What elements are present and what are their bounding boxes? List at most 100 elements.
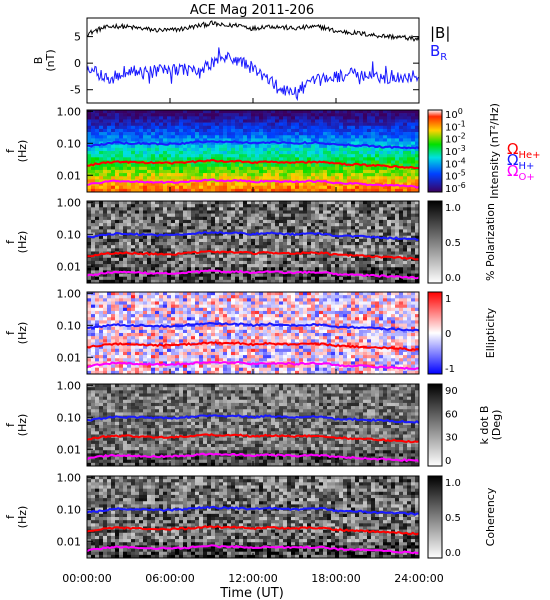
heatmap-cell (383, 276, 388, 281)
heatmap-cell (247, 128, 252, 133)
heatmap-cell (139, 229, 144, 233)
heatmap-cell (323, 147, 328, 152)
heatmap-cell (311, 273, 316, 277)
heatmap-cell (123, 144, 128, 149)
heatmap-cell (115, 326, 120, 331)
heatmap-cell (291, 185, 296, 190)
heatmap-cell (351, 279, 356, 284)
heatmap-cell (287, 128, 292, 133)
heatmap-cell (339, 235, 344, 240)
heatmap-cell (155, 301, 160, 305)
heatmap-cell (99, 342, 104, 346)
heatmap-cell (111, 204, 116, 208)
y-tick-label: 0 (74, 57, 81, 70)
heatmap-cell (231, 260, 236, 265)
heatmap-cell (231, 257, 236, 262)
heatmap-cell (151, 279, 156, 284)
heatmap-cell (335, 264, 340, 268)
heatmap-cell (347, 270, 352, 274)
heatmap-cell (319, 169, 324, 174)
heatmap-cell (87, 229, 92, 233)
heatmap-cell (183, 219, 188, 224)
heatmap-cell (115, 264, 120, 268)
heatmap-cell (95, 326, 100, 331)
heatmap-cell (143, 298, 148, 302)
heatmap-cell (107, 339, 112, 343)
heatmap-cell (99, 110, 104, 114)
heatmap-cell (155, 320, 160, 324)
heatmap-cell (395, 157, 400, 161)
heatmap-cell (187, 125, 192, 130)
heatmap-cell (179, 254, 184, 259)
heatmap-cell (367, 251, 372, 255)
heatmap-cell (143, 317, 148, 321)
heatmap-cell (267, 213, 272, 218)
heatmap-cell (119, 113, 124, 117)
heatmap-cell (403, 267, 408, 271)
heatmap-cell (311, 235, 316, 240)
heatmap-cell (123, 257, 128, 262)
heatmap-cell (383, 160, 388, 164)
heatmap-cell (235, 204, 240, 208)
heatmap-cell (215, 235, 220, 240)
heatmap-cell (399, 279, 404, 284)
heatmap-cell (411, 110, 416, 114)
heatmap-cell (331, 138, 336, 142)
heatmap-cell (107, 242, 112, 246)
heatmap-cell (251, 119, 256, 123)
heatmap-cell (251, 173, 256, 177)
heatmap-cell (415, 154, 420, 158)
heatmap-cell (175, 267, 180, 271)
heatmap-cell (183, 185, 188, 190)
heatmap-cell (175, 116, 180, 120)
heatmap-cell (87, 276, 92, 281)
heatmap-cell (175, 336, 180, 340)
heatmap-cell (107, 151, 112, 155)
heatmap-cell (399, 144, 404, 149)
heatmap-cell (159, 210, 164, 214)
heatmap-cell (159, 201, 164, 205)
heatmap-cell (175, 248, 180, 252)
heatmap-cell (379, 257, 384, 262)
heatmap-cell (227, 201, 232, 205)
heatmap-cell (271, 110, 276, 114)
heatmap-cell (167, 323, 172, 327)
heatmap-cell (187, 226, 192, 230)
heatmap-cell (159, 248, 164, 252)
heatmap-cell (251, 260, 256, 265)
heatmap-cell (403, 185, 408, 190)
series-line-b-total (86, 20, 420, 42)
heatmap-cell (411, 254, 416, 259)
heatmap-cell (339, 176, 344, 180)
heatmap-cell (167, 128, 172, 133)
heatmap-cell (271, 276, 276, 281)
heatmap-cell (95, 166, 100, 171)
heatmap-cell (183, 125, 188, 130)
heatmap-cell (143, 276, 148, 281)
heatmap-cell (283, 122, 288, 127)
heatmap-cell (351, 173, 356, 177)
heatmap-cell (287, 182, 292, 186)
heatmap-cell (399, 229, 404, 233)
heatmap-cell (311, 110, 316, 114)
heatmap-cell (211, 213, 216, 218)
heatmap-cell (107, 216, 112, 221)
heatmap-cell (147, 113, 152, 117)
heatmap-cell (115, 210, 120, 214)
heatmap-cell (151, 304, 156, 309)
heatmap-cell (403, 235, 408, 240)
heatmap-cell (159, 132, 164, 136)
heatmap-cell (179, 132, 184, 136)
heatmap-cell (103, 298, 108, 302)
heatmap-cell (95, 210, 100, 214)
heatmap-cell (291, 235, 296, 240)
heatmap-cell (371, 122, 376, 127)
heatmap-cell (403, 110, 408, 114)
heatmap-cell (87, 348, 92, 353)
heatmap-cell (359, 138, 364, 142)
heatmap-cell (171, 157, 176, 161)
heatmap-cell (151, 323, 156, 327)
heatmap-cell (239, 188, 244, 193)
heatmap-cell (115, 314, 120, 318)
heatmap-cell (299, 248, 304, 252)
